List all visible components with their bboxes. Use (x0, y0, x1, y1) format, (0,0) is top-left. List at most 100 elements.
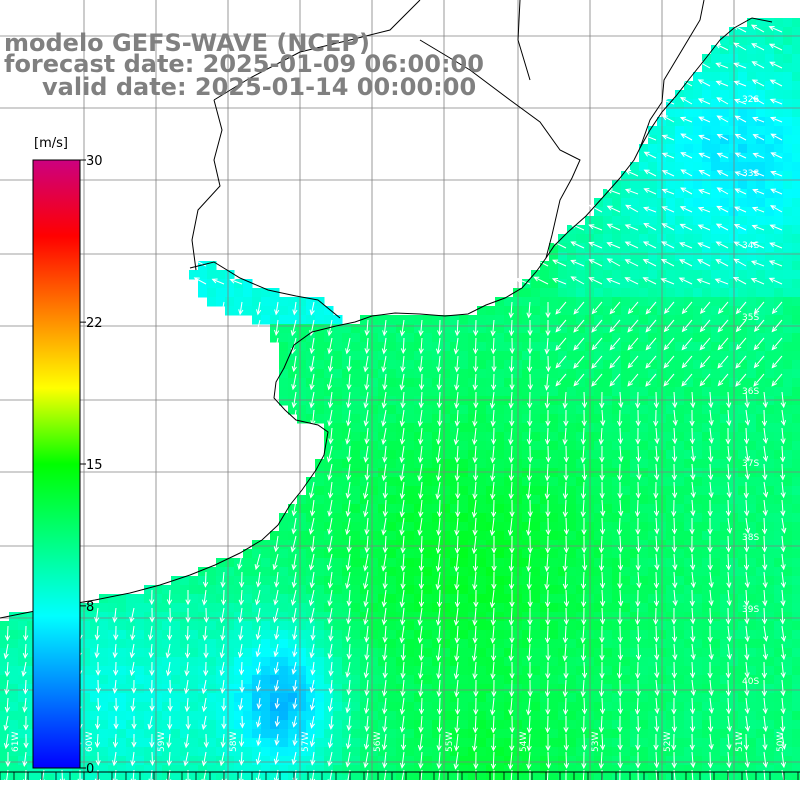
wind-speed-cell (450, 441, 460, 451)
wind-speed-cell (117, 621, 127, 631)
wind-vector (769, 242, 783, 249)
wind-speed-cell (360, 378, 370, 388)
wind-speed-cell (711, 423, 721, 433)
wind-speed-cell (711, 351, 721, 361)
wind-speed-cell (630, 423, 640, 433)
wind-speed-cell (189, 720, 199, 730)
wind-speed-cell (495, 414, 505, 424)
wind-speed-cell (369, 324, 379, 334)
wind-speed-cell (423, 747, 433, 757)
wind-speed-cell (342, 549, 352, 559)
wind-speed-cell (666, 540, 676, 550)
wind-speed-cell (720, 513, 730, 523)
wind-speed-cell (306, 495, 316, 505)
wind-speed-cell (549, 558, 559, 568)
wind-speed-cell (720, 63, 730, 73)
wind-speed-cell (459, 603, 469, 613)
wind-speed-cell (558, 567, 568, 577)
wind-speed-cell (324, 477, 334, 487)
wind-speed-cell (450, 315, 460, 325)
wind-speed-cell (387, 531, 397, 541)
wind-speed-cell (423, 360, 433, 370)
wind-speed-cell (792, 279, 800, 289)
wind-speed-cell (495, 513, 505, 523)
wind-speed-cell (549, 549, 559, 559)
wind-speed-cell (522, 378, 532, 388)
wind-speed-cell (648, 522, 658, 532)
wind-vector (625, 151, 639, 159)
wind-speed-cell (396, 405, 406, 415)
wind-speed-cell (774, 657, 784, 667)
wind-vector (345, 463, 352, 481)
wind-vector (570, 276, 585, 285)
wind-speed-cell (675, 108, 685, 118)
wind-speed-cell (342, 612, 352, 622)
wind-speed-cell (522, 549, 532, 559)
wind-vector (473, 319, 479, 337)
wind-speed-cell (756, 666, 766, 676)
wind-speed-cell (450, 549, 460, 559)
wind-speed-cell (279, 333, 289, 343)
wind-speed-cell (567, 243, 577, 253)
wind-speed-cell (666, 144, 676, 154)
wind-speed-cell (549, 693, 559, 703)
wind-speed-cell (711, 495, 721, 505)
wind-speed-cell (711, 198, 721, 208)
wind-speed-cell (540, 423, 550, 433)
wind-speed-cell (378, 567, 388, 577)
wind-speed-cell (0, 747, 10, 757)
wind-speed-cell (549, 675, 559, 685)
wind-speed-cell (774, 135, 784, 145)
wind-vector (645, 301, 657, 315)
wind-speed-cell (414, 693, 424, 703)
wind-speed-cell (360, 405, 370, 415)
wind-speed-cell (342, 405, 352, 415)
wind-speed-cell (324, 414, 334, 424)
wind-speed-cell (468, 324, 478, 334)
wind-speed-cell (207, 774, 217, 784)
wind-speed-cell (162, 729, 172, 739)
wind-speed-cell (117, 675, 127, 685)
wind-speed-cell (549, 765, 559, 775)
wind-speed-cell (144, 729, 154, 739)
wind-speed-cell (405, 423, 415, 433)
wind-vector (654, 427, 660, 445)
wind-speed-cell (639, 702, 649, 712)
wind-speed-cell (540, 594, 550, 604)
wind-speed-cell (450, 414, 460, 424)
wind-speed-cell (774, 612, 784, 622)
wind-speed-cell (423, 477, 433, 487)
wind-speed-cell (297, 360, 307, 370)
wind-speed-cell (792, 90, 800, 100)
wind-speed-cell (414, 729, 424, 739)
wind-speed-cell (549, 387, 559, 397)
wind-speed-cell (639, 144, 649, 154)
wind-speed-cell (360, 369, 370, 379)
wind-speed-cell (324, 468, 334, 478)
wind-vector (211, 278, 225, 285)
wind-speed-cell (405, 504, 415, 514)
wind-speed-cell (612, 477, 622, 487)
wind-speed-cell (378, 504, 388, 514)
wind-speed-cell (567, 540, 577, 550)
wind-speed-cell (486, 459, 496, 469)
wind-speed-cell (675, 99, 685, 109)
wind-speed-cell (468, 396, 478, 406)
wind-speed-cell (288, 693, 298, 703)
wind-speed-cell (576, 288, 586, 298)
wind-speed-cell (792, 387, 800, 397)
wind-vector (399, 463, 405, 482)
wind-speed-cell (270, 333, 280, 343)
wind-speed-cell (243, 567, 253, 577)
wind-speed-cell (432, 657, 442, 667)
wind-speed-cell (54, 765, 64, 775)
wind-speed-cell (432, 639, 442, 649)
wind-speed-cell (576, 531, 586, 541)
wind-speed-cell (648, 639, 658, 649)
wind-speed-cell (747, 144, 757, 154)
wind-speed-cell (774, 513, 784, 523)
wind-vector (606, 242, 621, 249)
wind-vector (768, 26, 783, 33)
wind-speed-cell (477, 657, 487, 667)
wind-speed-cell (360, 738, 370, 748)
